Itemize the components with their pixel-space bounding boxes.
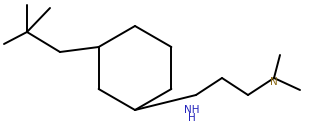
Text: H: H	[188, 113, 196, 123]
Text: N: N	[270, 77, 278, 87]
Text: NH: NH	[184, 105, 200, 115]
